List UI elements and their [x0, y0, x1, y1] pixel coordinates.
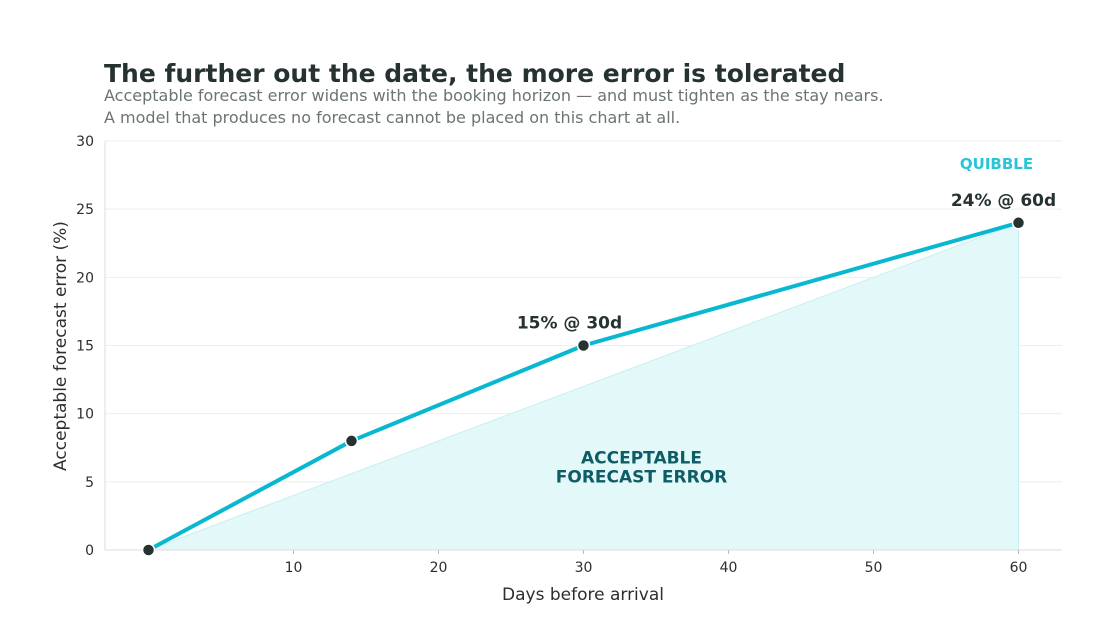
chart-subtitle-line-1: Acceptable forecast error widens with th… [104, 86, 884, 105]
chart-title: The further out the date, the more error… [104, 59, 845, 88]
data-point-0 [141, 543, 156, 557]
acceptable-error-region [148, 222, 1019, 551]
x-tick-label-10: 10 [285, 560, 303, 576]
region-label-line-2: FORECAST ERROR [556, 467, 728, 487]
annotation-30d: 15% @ 30d [517, 314, 622, 334]
y-axis-label: Acceptable forecast error (%) [51, 221, 71, 471]
plot-area [104, 140, 1062, 557]
data-points [141, 216, 1026, 557]
y-tick-label-30: 30 [76, 134, 94, 150]
series-line [146, 220, 1021, 552]
chart-subtitle-line-2: A model that produces no forecast cannot… [104, 108, 680, 127]
x-tick-label-20: 20 [430, 560, 448, 576]
y-tick-label-10: 10 [76, 407, 94, 423]
y-tick-label-0: 0 [85, 543, 94, 559]
y-tick-label-15: 15 [76, 339, 94, 355]
y-tick-label-5: 5 [85, 475, 94, 491]
brand-logo-text: QUIBBLE [960, 155, 1033, 173]
x-tick-label-50: 50 [865, 560, 883, 576]
region-label-line-1: ACCEPTABLE [581, 448, 702, 468]
x-axis-label: Days before arrival [502, 585, 664, 605]
data-point-3 [1011, 216, 1026, 230]
data-point-1 [344, 434, 359, 448]
x-tick-label-40: 40 [720, 560, 738, 576]
y-tick-label-25: 25 [76, 202, 94, 218]
x-tick-labels: 10 20 30 40 50 60 [285, 550, 1028, 576]
annotation-60d: 24% @ 60d [951, 191, 1056, 211]
x-tick-label-30: 30 [575, 560, 593, 576]
y-tick-label-20: 20 [76, 270, 94, 286]
x-tick-label-60: 60 [1010, 560, 1028, 576]
data-point-2 [576, 338, 591, 353]
y-tick-labels: 0 5 10 15 20 25 30 [76, 134, 94, 559]
